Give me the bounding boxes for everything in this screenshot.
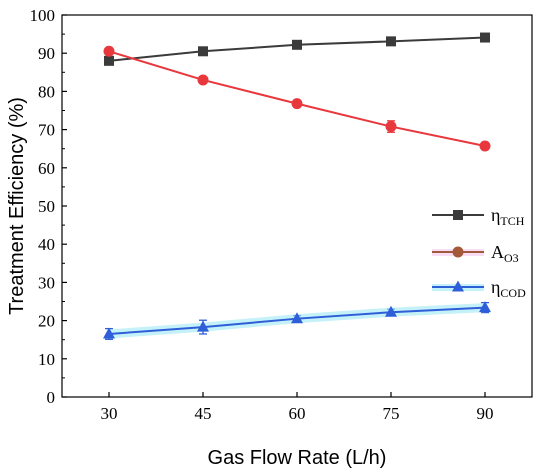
legend-label: ηTCH [491, 205, 525, 228]
data-point-tch [104, 55, 114, 66]
legend-label: ηCOD [491, 277, 526, 300]
data-point-cod [197, 320, 209, 332]
legend-label-sub: O3 [504, 251, 519, 265]
data-point-cod [479, 301, 491, 313]
data-point-cod [103, 327, 115, 339]
y-axis-title: Treatment Efficiency (%) [6, 97, 28, 315]
data-point-cod [291, 312, 303, 324]
y-tick-label: 80 [38, 82, 55, 101]
series-lines [108, 36, 486, 339]
legend-marker [452, 280, 464, 292]
data-point-o3 [291, 98, 303, 110]
y-tick-label: 0 [47, 388, 56, 407]
y-tick-label: 30 [38, 273, 55, 292]
x-tick-label: 75 [383, 404, 400, 423]
legend-label-main: η [491, 277, 500, 297]
data-point-tch [480, 32, 490, 43]
legend-label-main: η [491, 205, 500, 225]
y-tick-label: 20 [38, 312, 55, 331]
data-point-cod [385, 305, 397, 317]
error-bars [105, 35, 489, 340]
data-point-o3 [385, 121, 397, 133]
plot-frame [61, 14, 533, 398]
data-point-o3 [103, 45, 115, 57]
legend-marker [452, 246, 464, 258]
y-tick-label: 70 [38, 121, 55, 140]
data-point-o3 [197, 74, 209, 86]
legend-label-sub: TCH [500, 214, 524, 228]
legend-label-sub: COD [500, 286, 526, 300]
y-tick-label: 10 [38, 350, 55, 369]
series-markers [103, 32, 491, 339]
x-tick-label: 45 [195, 404, 212, 423]
y-tick-label: 90 [38, 44, 55, 63]
x-tick-label: 60 [289, 404, 306, 423]
axis-ticks: 30 45 60 75 90 0 10 20 30 40 50 60 70 80 90 100 [30, 6, 494, 423]
data-point-o3 [479, 140, 491, 152]
data-point-tch [198, 46, 208, 57]
y-tick-label: 50 [38, 197, 55, 216]
y-tick-label: 100 [30, 6, 56, 25]
legend-label-main: A [491, 242, 504, 262]
y-tick-label: 60 [38, 159, 55, 178]
y-tick-label: 40 [38, 235, 55, 254]
legend-label: AO3 [491, 242, 519, 265]
data-point-tch [292, 39, 302, 50]
x-tick-label: 30 [101, 404, 118, 423]
x-tick-label: 90 [477, 404, 494, 423]
data-point-tch [386, 36, 396, 47]
x-axis-title: Gas Flow Rate (L/h) [208, 447, 387, 469]
legend-marker [453, 210, 463, 220]
